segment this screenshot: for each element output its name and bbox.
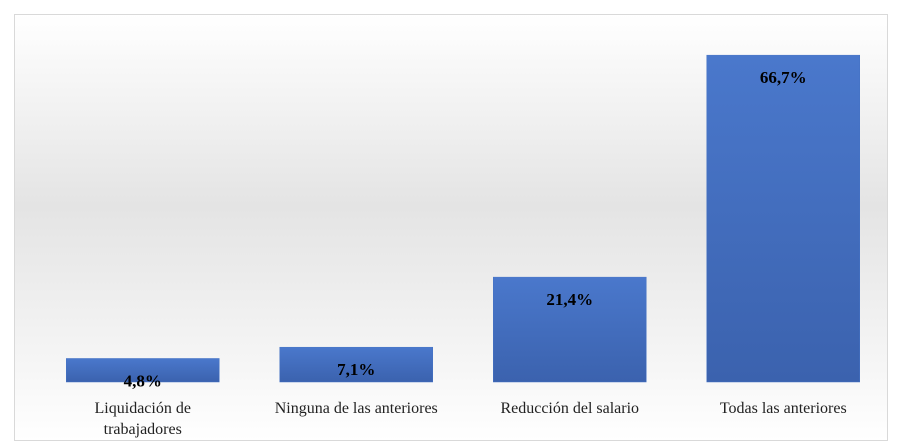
bar xyxy=(706,54,860,383)
value-label: 4,8% xyxy=(124,371,162,390)
bar xyxy=(279,346,433,383)
x-tick-label: Ninguna de las anteriores xyxy=(274,400,438,417)
x-tick-label: Liquidación de trabajadores xyxy=(94,400,191,438)
value-label: 66,7% xyxy=(760,68,807,87)
bar xyxy=(493,276,647,383)
x-tick-label: Reducción del salario xyxy=(500,400,640,417)
value-label: 7,1% xyxy=(337,360,375,379)
bar xyxy=(66,358,220,383)
x-tick-label: Todas las anteriores xyxy=(719,400,847,417)
value-label: 21,4% xyxy=(546,290,593,309)
